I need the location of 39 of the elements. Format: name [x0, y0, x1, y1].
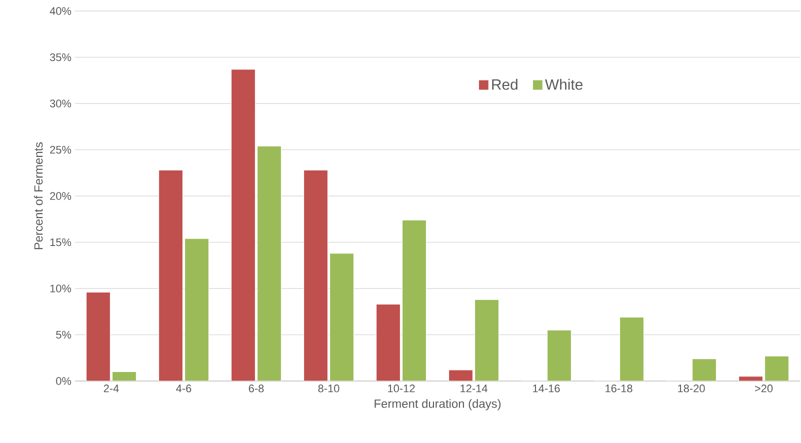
bar — [112, 372, 136, 381]
bar — [376, 304, 401, 381]
legend-label: Red — [492, 78, 518, 90]
y-tick-label: 40% — [50, 7, 72, 15]
x-tick-label: >20 — [755, 384, 773, 392]
bar — [158, 170, 184, 381]
x-tick-label: 18-20 — [678, 384, 705, 392]
bar — [184, 238, 210, 381]
y-tick-label: 25% — [50, 146, 72, 154]
bar — [692, 358, 717, 381]
y-tick-label: 0% — [56, 377, 72, 385]
bar — [329, 253, 354, 381]
x-tick-label: 8-10 — [318, 384, 340, 392]
y-axis-title: Percent of Ferments — [34, 142, 43, 250]
x-tick-label: 16-18 — [606, 384, 632, 392]
bar — [402, 220, 427, 381]
legend-label: White — [545, 78, 582, 90]
y-tick-label: 35% — [50, 53, 72, 62]
y-tick-label: 30% — [50, 100, 72, 108]
bar — [619, 316, 644, 381]
x-tick-label: 12-14 — [460, 384, 488, 392]
bar — [230, 68, 256, 381]
x-axis-title: Ferment duration (days) — [374, 399, 501, 410]
x-tick-label: 6-8 — [248, 384, 264, 392]
bar — [448, 370, 473, 381]
bar — [546, 330, 572, 381]
bar — [86, 292, 111, 381]
y-tick-label: 20% — [50, 192, 72, 200]
x-tick-label: 4-6 — [176, 384, 192, 392]
x-tick-label: 10-12 — [388, 384, 415, 392]
bar — [303, 170, 328, 381]
y-tick-label: 5% — [56, 330, 72, 339]
x-tick-label: 14-16 — [533, 384, 560, 392]
x-tick-label: 2-4 — [104, 384, 119, 392]
y-tick-label: 15% — [50, 238, 72, 246]
bar — [764, 356, 790, 381]
y-tick-label: 10% — [50, 284, 72, 292]
bar — [256, 146, 282, 381]
bar — [474, 299, 500, 381]
